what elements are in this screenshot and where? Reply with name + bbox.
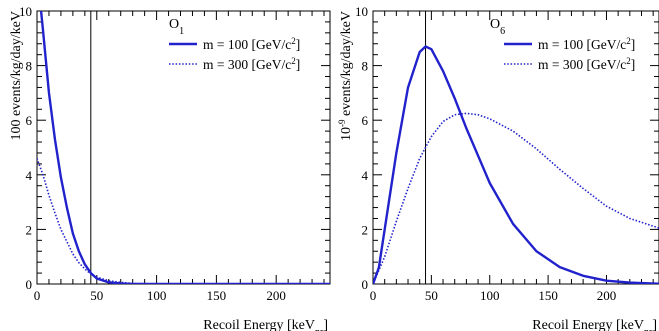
x-tick-label: 100 [480,288,500,303]
legend-label-suffix: ] [631,37,636,52]
panel-label: O [490,17,500,32]
y-tick-label: 2 [26,222,33,237]
y-tick-label: 0 [26,277,33,292]
plot-frame [372,10,659,285]
legend-entry: m = 100 [GeV/c2] [538,36,635,52]
legend-label: m = 100 [GeV/c [538,37,626,52]
x-tick-label: 100 [147,288,167,303]
x-axis-label: Recoil Energy [keVnr] [203,318,328,331]
y-tick-label: 8 [26,59,33,74]
series-line-m300 [37,158,330,284]
legend-label-sup: 2 [626,36,631,46]
legend-label-sup: 2 [291,56,296,66]
panel-title: O6 [490,17,505,37]
y-axis-label: 10-9 events/kg/day/keV [337,11,354,141]
series-line-m100 [39,11,330,284]
y-tick-label: 10 [19,4,32,19]
legend-label-suffix: ] [296,57,301,72]
panel-label-sub: 1 [179,26,184,37]
x-axis-label-suffix: ] [652,318,657,331]
x-tick-label: 200 [266,288,286,303]
legend-label: m = 300 [GeV/c [538,57,626,72]
legend-label: m = 100 [GeV/c [203,37,291,52]
x-axis-label-sub: nr [315,327,324,331]
y-tick-label: 6 [362,113,369,128]
panel-label-sub: 6 [500,26,505,37]
legend-label-suffix: ] [296,37,301,52]
legend-label: m = 300 [GeV/c [203,57,291,72]
panel-label: O [169,17,179,32]
legend-entry: m = 100 [GeV/c2] [203,36,300,52]
y-tick-label: 0 [362,277,369,292]
x-axis-label: Recoil Energy [keVnr] [532,318,657,331]
y-tick-label: 8 [362,59,369,74]
x-tick-label: 150 [538,288,558,303]
legend-entry: m = 300 [GeV/c2] [538,56,635,72]
series-line-m100 [373,45,659,284]
y-axis-label-main: 10 [339,127,354,141]
y-axis-label-sup: -9 [337,119,347,127]
y-tick-label: 2 [362,222,369,237]
x-axis-label-suffix: ] [323,318,328,331]
y-axis-label: 100 events/kg/day/keV [9,11,24,140]
x-tick-label: 200 [597,288,617,303]
y-tick-label: 6 [26,113,33,128]
x-axis-label-main: Recoil Energy [keV [532,318,644,331]
y-tick-label: 4 [26,168,33,183]
x-tick-label: 150 [207,288,227,303]
x-tick-label: 0 [370,288,377,303]
y-tick-label: 4 [362,168,369,183]
x-tick-label: 0 [34,288,41,303]
legend-label-sup: 2 [626,56,631,66]
series-line-m300 [373,112,659,284]
x-tick-label: 50 [425,288,438,303]
y-tick-label: 10 [355,4,368,19]
x-axis-label-main: Recoil Energy [keV [203,318,315,331]
x-axis-label-sub: nr [644,327,653,331]
legend-label-sup: 2 [291,36,296,46]
legend-entry: m = 300 [GeV/c2] [203,56,300,72]
panel-title: O1 [169,17,184,37]
x-tick-label: 50 [90,288,103,303]
y-axis-label-main: 100 events/kg/day/keV [9,11,24,140]
legend-label-suffix: ] [631,57,636,72]
y-axis-label-suffix: events/kg/day/keV [339,11,354,119]
